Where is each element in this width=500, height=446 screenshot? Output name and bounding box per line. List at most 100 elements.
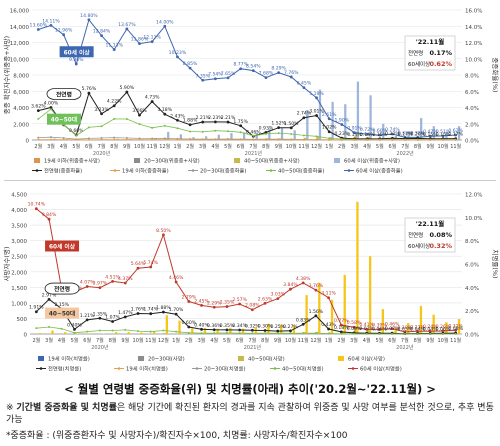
annotation-box [404,35,456,71]
series-point [37,138,40,141]
legend-label: 40~50대(위중증+사망) [244,157,300,165]
bar [268,128,271,140]
series-point [302,138,305,141]
year-label: 2021년 [245,150,263,157]
series-point [138,138,141,141]
legend-label: 19세 이하(치명률) [48,355,90,363]
series-point [113,138,116,141]
series-point [252,134,255,137]
bar [382,123,385,140]
data-label: 0.32% [398,130,413,136]
legend-label: 40~50대(중증화율) [278,167,324,175]
series-point [353,138,356,141]
data-label: 8.50% [156,228,171,234]
annotation-elder-label: 60세이상 [408,60,430,68]
series-point [225,305,229,308]
series-point [137,330,139,333]
series-point [429,332,432,335]
series-point [125,90,129,94]
series-point [416,138,419,141]
data-label: 0.07% [359,326,374,332]
series-point [37,136,40,139]
series-point [188,123,192,127]
series-point [290,138,293,141]
right-tick-label: 10.0% [465,57,482,63]
right-tick-label: 12.0% [465,193,482,199]
data-label: 2.79% [182,294,197,300]
data-label: 12.84% [93,29,111,35]
series-point [277,132,280,135]
x-tick-label: 6월 [237,143,245,150]
bar [178,320,181,334]
series-point [176,138,179,141]
series-point [251,332,254,335]
data-label: 3.97% [93,281,108,287]
series-point [187,331,190,334]
series-point [149,265,153,269]
right-tick-label: 6.0% [465,263,479,269]
bar [354,135,357,140]
bar [457,126,461,140]
x-tick-label: 6월 [85,143,93,150]
annotation-overall-value: 0.17% [429,49,452,57]
series-point [391,138,394,141]
series-point [227,130,230,133]
data-label: 2.08% [245,303,260,309]
series-point [315,96,318,100]
data-label: 4.38% [296,276,311,282]
left-tick-label: 1,500 [11,286,27,292]
data-label: 6.45% [297,81,312,87]
data-label: 0.23% [335,131,350,137]
year-label: 2022년 [396,344,414,351]
data-label: 1.88% [156,305,171,311]
data-label: 0.62% [448,128,463,134]
series-point [327,130,331,134]
left-tick-label: 0 [26,139,30,145]
series-point [36,28,40,31]
data-label: 1.47% [118,310,133,316]
data-label: 0.04% [423,327,438,333]
series-point [47,217,51,221]
data-label: 0.14% [347,132,362,138]
data-label: 0.46% [246,129,261,135]
bar [255,132,258,140]
left-tick-label: 4,000 [11,208,27,214]
x-tick-label: 10월 [133,337,144,344]
bar [293,130,296,140]
left-tick-label: 3,500 [11,224,27,230]
right-tick-label: 10.0% [465,216,482,222]
bar [167,131,170,140]
data-label: 0.17% [448,132,463,138]
series-point [328,138,331,141]
right-tick-label: 8.0% [465,239,479,245]
series-point [238,302,242,306]
annotation-elder-label: 60세이상 [408,242,430,250]
series-point [328,137,331,140]
data-label: 0.39% [372,322,387,328]
series-point [441,134,445,138]
series-point [100,136,103,139]
bar [356,201,359,334]
series-point [176,127,179,130]
data-label: 3.23% [94,107,109,113]
series-point [226,76,230,80]
series-point [174,312,178,316]
x-tick-label: 9월 [274,337,282,344]
data-label: 0.20% [410,131,425,137]
series-point [49,138,52,141]
left-tick-label: 14,000 [10,25,30,31]
series-point [187,300,191,303]
x-tick-label: 2월 [186,143,194,150]
series-point [150,40,154,44]
footnote-1-bold: 기간별 중증화율 및 치명률 [16,403,117,413]
series-point [100,34,103,38]
series-point [113,117,116,120]
series-point [225,331,228,334]
data-label: 1.88% [183,118,198,124]
x-tick-label: 1월 [172,337,180,344]
x-tick-label: 5월 [71,337,79,344]
data-label: 11.86% [131,37,149,43]
series-point [264,138,267,141]
series-point [73,327,76,331]
series-point [227,138,230,141]
